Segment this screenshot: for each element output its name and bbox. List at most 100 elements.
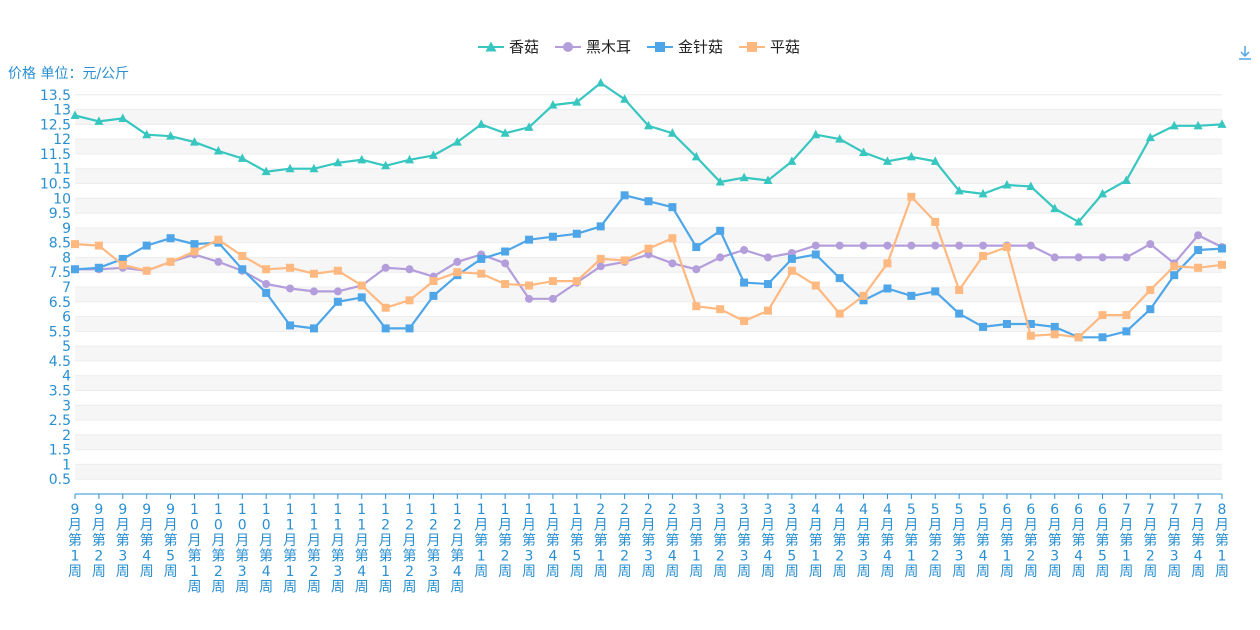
data-point[interactable] [548, 277, 557, 286]
data-point[interactable] [763, 280, 772, 289]
data-point[interactable] [548, 232, 557, 241]
data-point[interactable] [262, 265, 271, 274]
data-point[interactable] [859, 291, 868, 300]
data-point[interactable] [955, 241, 964, 250]
data-point[interactable] [644, 197, 653, 206]
data-point[interactable] [525, 294, 534, 303]
data-point[interactable] [955, 309, 964, 318]
data-point[interactable] [620, 256, 629, 265]
data-point[interactable] [596, 222, 605, 231]
data-point[interactable] [644, 120, 653, 130]
data-point[interactable] [261, 166, 271, 176]
data-point[interactable] [1193, 120, 1203, 130]
data-point[interactable] [405, 324, 414, 333]
data-point[interactable] [907, 291, 916, 300]
data-point[interactable] [1050, 322, 1059, 331]
legend-item[interactable]: 黑木耳 [555, 36, 631, 57]
legend-item[interactable]: 香菇 [478, 36, 539, 57]
data-point[interactable] [333, 266, 342, 275]
data-point[interactable] [1122, 311, 1131, 320]
data-point[interactable] [811, 250, 820, 259]
data-point[interactable] [1194, 246, 1203, 255]
data-point[interactable] [477, 254, 486, 263]
data-point[interactable] [1050, 330, 1059, 339]
data-point[interactable] [142, 129, 152, 139]
data-point[interactable] [691, 151, 701, 161]
data-point[interactable] [238, 251, 247, 260]
data-point[interactable] [1026, 319, 1035, 328]
data-point[interactable] [692, 302, 701, 311]
data-point[interactable] [429, 277, 438, 286]
data-point[interactable] [572, 229, 581, 238]
data-point[interactable] [309, 269, 318, 278]
data-point[interactable] [1074, 253, 1083, 262]
data-point[interactable] [763, 175, 773, 185]
data-point[interactable] [94, 241, 103, 250]
data-point[interactable] [787, 266, 796, 275]
data-point[interactable] [166, 131, 176, 140]
data-point[interactable] [859, 241, 868, 250]
data-point[interactable] [930, 156, 940, 165]
data-point[interactable] [166, 234, 175, 243]
data-point[interactable] [668, 259, 677, 268]
data-point[interactable] [1026, 181, 1036, 190]
data-point[interactable] [811, 281, 820, 290]
data-point[interactable] [453, 257, 462, 266]
data-point[interactable] [1002, 243, 1011, 252]
data-point[interactable] [596, 262, 605, 271]
data-point[interactable] [955, 285, 964, 294]
data-point[interactable] [1026, 241, 1035, 250]
data-point[interactable] [286, 321, 295, 330]
data-point[interactable] [501, 247, 510, 256]
data-point[interactable] [453, 268, 462, 277]
data-point[interactable] [572, 97, 582, 106]
data-point[interactable] [381, 303, 390, 312]
data-point[interactable] [716, 305, 725, 314]
data-point[interactable] [572, 277, 581, 286]
data-point[interactable] [237, 153, 247, 162]
data-point[interactable] [907, 241, 916, 250]
data-point[interactable] [1146, 285, 1155, 294]
data-point[interactable] [286, 284, 295, 293]
data-point[interactable] [1050, 203, 1060, 213]
data-point[interactable] [357, 281, 366, 290]
data-point[interactable] [190, 240, 199, 249]
data-point[interactable] [1050, 253, 1059, 262]
data-point[interactable] [740, 246, 749, 255]
data-point[interactable] [381, 263, 390, 272]
data-point[interactable] [835, 134, 845, 143]
data-point[interactable] [1218, 260, 1226, 269]
data-point[interactable] [525, 281, 534, 290]
data-point[interactable] [883, 259, 892, 268]
data-point[interactable] [142, 241, 151, 250]
data-point[interactable] [1146, 240, 1155, 249]
legend-item[interactable]: 金针菇 [647, 36, 723, 57]
data-point[interactable] [835, 274, 844, 283]
data-point[interactable] [979, 322, 988, 331]
data-point[interactable] [1145, 132, 1155, 142]
data-point[interactable] [428, 150, 438, 159]
data-point[interactable] [1218, 244, 1226, 253]
data-point[interactable] [501, 259, 510, 268]
data-point[interactable] [548, 294, 557, 303]
data-point[interactable] [740, 278, 749, 287]
data-point[interactable] [1074, 333, 1083, 342]
data-point[interactable] [692, 265, 701, 274]
data-point[interactable] [596, 254, 605, 263]
data-point[interactable] [882, 156, 892, 165]
data-point[interactable] [476, 119, 486, 128]
data-point[interactable] [452, 137, 462, 146]
data-point[interactable] [692, 243, 701, 252]
data-point[interactable] [1170, 271, 1179, 280]
data-point[interactable] [189, 137, 199, 146]
data-point[interactable] [931, 241, 940, 250]
data-point[interactable] [1026, 331, 1035, 340]
data-point[interactable] [1194, 231, 1203, 240]
data-point[interactable] [309, 324, 318, 333]
data-point[interactable] [285, 163, 295, 173]
data-point[interactable] [309, 163, 319, 173]
data-point[interactable] [1002, 179, 1012, 189]
data-point[interactable] [978, 188, 988, 198]
data-point[interactable] [811, 129, 821, 139]
data-point[interactable] [716, 226, 725, 235]
